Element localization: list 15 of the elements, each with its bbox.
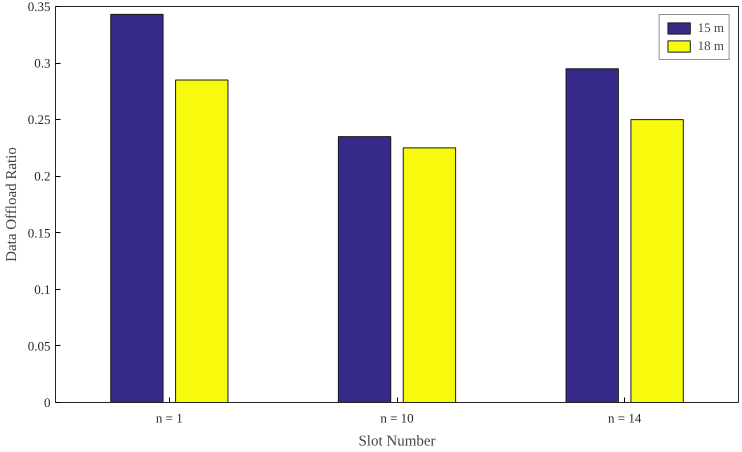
legend-label: 18 m	[698, 38, 724, 54]
y-tick-label: 0.3	[34, 56, 50, 71]
y-tick-label: 0.1	[34, 282, 50, 297]
x-axis-title: Slot Number	[358, 434, 436, 450]
x-tick-label: n = 1	[156, 410, 183, 426]
y-tick-label: 0	[44, 395, 50, 410]
x-tick-label: n = 10	[380, 410, 414, 426]
y-axis-title: Data Offload Ratio	[4, 147, 20, 262]
x-tick-label: n = 14	[608, 410, 642, 426]
y-tick-label: 0.35	[28, 0, 50, 14]
y-tick-label: 0.25	[28, 112, 50, 128]
y-tick-label: 0.15	[28, 225, 50, 240]
y-tick-label: 0.2	[34, 168, 50, 184]
y-tick-label: 0.05	[28, 338, 50, 354]
legend-label: 15 m	[698, 20, 724, 36]
